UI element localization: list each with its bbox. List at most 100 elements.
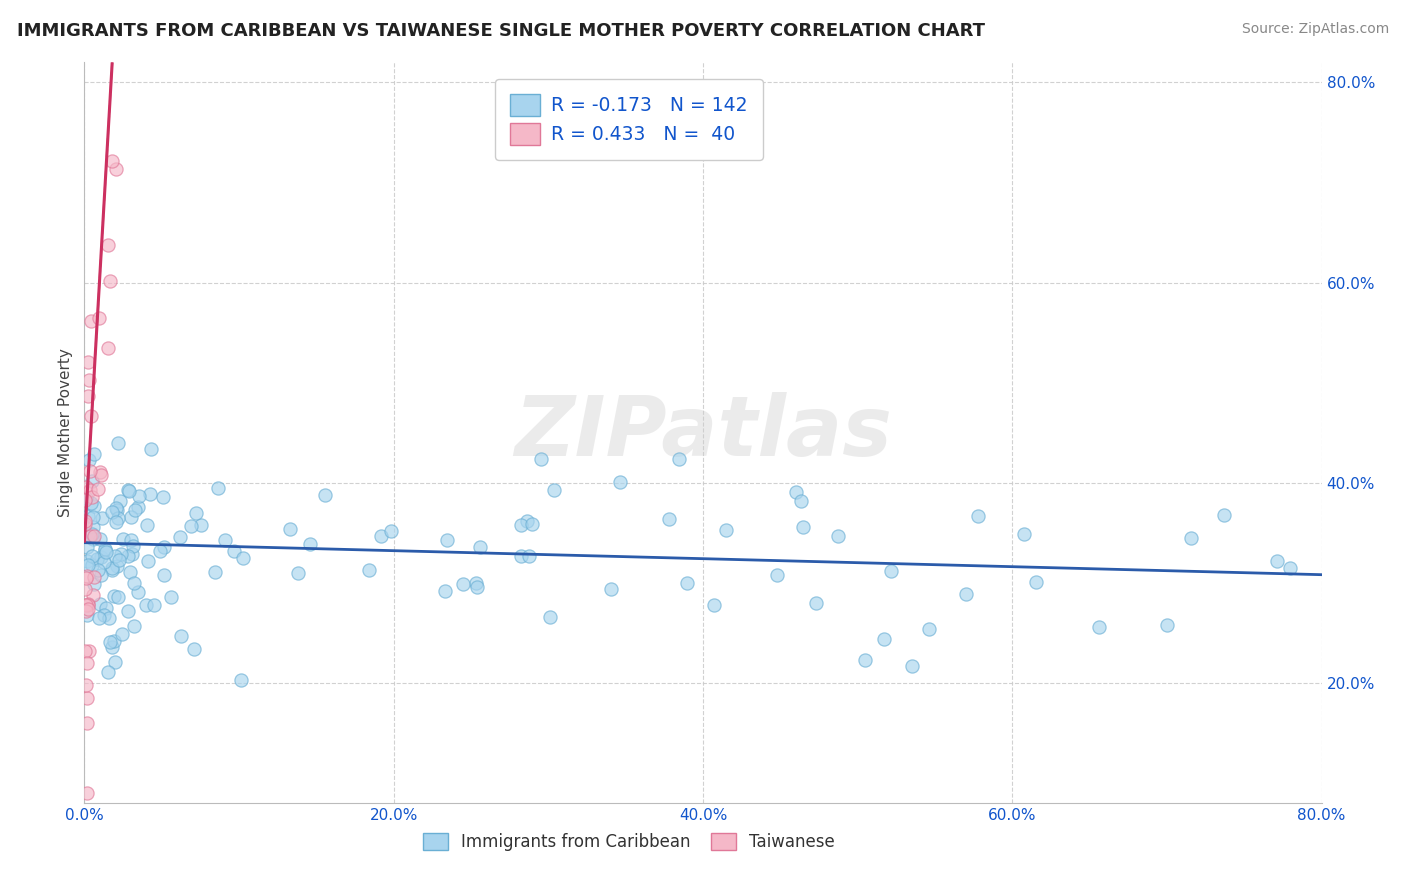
Point <box>357 563 380 577</box>
Point <box>79 409 101 424</box>
Point <box>124 503 146 517</box>
Text: IMMIGRANTS FROM CARIBBEAN VS TAIWANESE SINGLE MOTHER POVERTY CORRELATION CHART: IMMIGRANTS FROM CARIBBEAN VS TAIWANESE S… <box>17 22 984 40</box>
Point <box>79 483 101 497</box>
Point <box>97 238 120 252</box>
Point <box>184 506 207 520</box>
Point <box>510 518 533 533</box>
Point <box>86 552 108 566</box>
Point <box>465 580 488 594</box>
Point <box>80 491 103 505</box>
Point <box>298 536 321 550</box>
Point <box>82 510 104 524</box>
Point <box>465 576 488 591</box>
Point <box>792 520 814 534</box>
Y-axis label: Single Mother Poverty: Single Mother Poverty <box>58 348 73 517</box>
Point <box>380 524 402 538</box>
Point <box>90 468 112 483</box>
Point <box>180 519 202 533</box>
Point <box>83 528 105 542</box>
Point <box>370 529 392 543</box>
Point <box>214 533 236 547</box>
Point <box>89 597 111 611</box>
Point <box>1088 620 1111 634</box>
Point <box>107 435 129 450</box>
Point <box>520 516 543 531</box>
Point <box>152 490 174 504</box>
Point <box>789 493 811 508</box>
Point <box>87 611 110 625</box>
Point <box>101 640 124 654</box>
Point <box>600 582 623 596</box>
Point <box>82 588 104 602</box>
Point <box>103 589 125 603</box>
Point <box>76 598 98 612</box>
Point <box>827 529 849 543</box>
Point <box>75 514 97 528</box>
Point <box>76 491 98 505</box>
Point <box>77 643 100 657</box>
Point <box>82 520 104 534</box>
Point <box>658 512 681 526</box>
Point <box>93 555 115 569</box>
Point <box>77 373 100 387</box>
Point <box>75 517 97 532</box>
Point <box>1265 554 1288 568</box>
Point <box>120 533 142 547</box>
Point <box>314 487 336 501</box>
Point <box>105 558 128 573</box>
Point <box>104 515 127 529</box>
Point <box>120 509 142 524</box>
Point <box>76 690 98 705</box>
Point <box>76 601 98 615</box>
Text: Source: ZipAtlas.com: Source: ZipAtlas.com <box>1241 22 1389 37</box>
Point <box>77 453 100 467</box>
Legend: Immigrants from Caribbean, Taiwanese: Immigrants from Caribbean, Taiwanese <box>416 826 841 857</box>
Point <box>538 610 561 624</box>
Point <box>1180 531 1202 545</box>
Point <box>75 582 97 596</box>
Point <box>90 510 112 524</box>
Point <box>122 618 145 632</box>
Point <box>80 558 103 572</box>
Point <box>675 576 697 591</box>
Point <box>127 500 149 514</box>
Point <box>87 563 110 577</box>
Point <box>80 496 103 510</box>
Point <box>1279 561 1302 575</box>
Point <box>118 483 141 498</box>
Point <box>77 558 100 572</box>
Point <box>873 632 896 646</box>
Point <box>77 508 100 523</box>
Point <box>96 600 118 615</box>
Point <box>153 540 176 554</box>
Point <box>80 527 103 541</box>
Point <box>609 475 631 489</box>
Point <box>190 517 212 532</box>
Point <box>98 634 121 648</box>
Point <box>107 590 129 604</box>
Point <box>98 274 121 288</box>
Point <box>77 389 100 403</box>
Point <box>468 540 491 554</box>
Point <box>76 540 98 554</box>
Point <box>183 641 205 656</box>
Point <box>83 499 105 513</box>
Point <box>83 570 105 584</box>
Point <box>853 653 876 667</box>
Point <box>105 503 128 517</box>
Point <box>207 481 229 495</box>
Point <box>75 492 97 507</box>
Point <box>136 554 159 568</box>
Point <box>1213 508 1236 523</box>
Point <box>516 514 538 528</box>
Point <box>766 568 789 582</box>
Point <box>880 564 903 578</box>
Point <box>76 607 98 622</box>
Point <box>108 553 131 567</box>
Point <box>232 551 254 566</box>
Point <box>141 442 163 456</box>
Point <box>101 561 124 575</box>
Point <box>93 608 115 623</box>
Point <box>139 487 162 501</box>
Point <box>120 565 142 579</box>
